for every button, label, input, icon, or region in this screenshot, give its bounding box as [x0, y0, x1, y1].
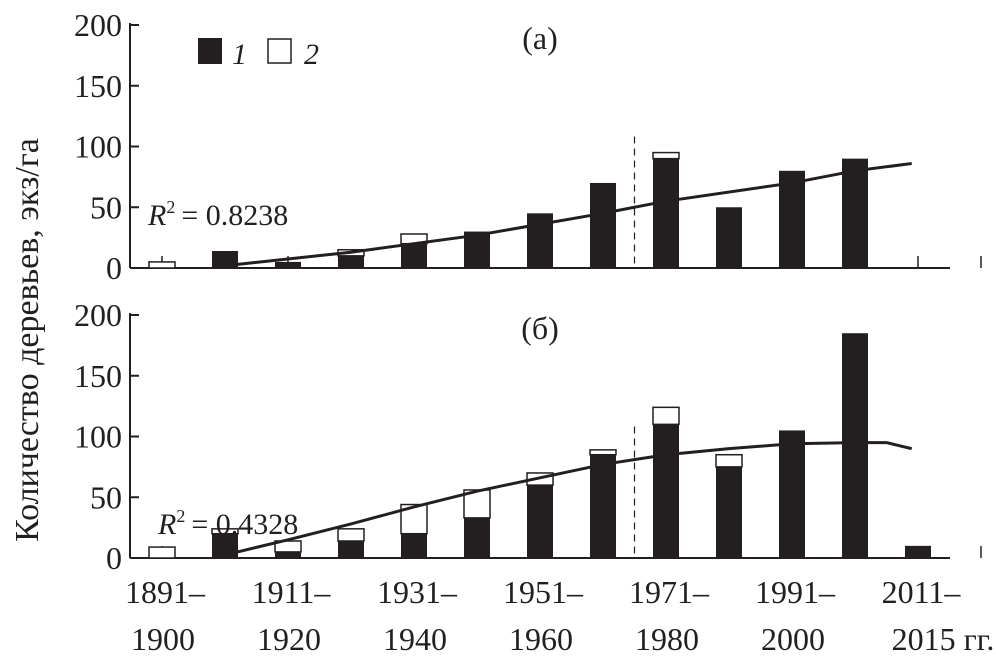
panel-label: (б)	[521, 310, 559, 346]
bar-series-1	[401, 533, 427, 558]
y-tick-label: 0	[106, 250, 122, 286]
x-tick-label-bottom: 1900	[131, 621, 195, 657]
bar-series-1	[401, 243, 427, 268]
bar-series-1	[338, 255, 364, 268]
x-tick-label-top: 1971–	[629, 574, 710, 610]
x-tick-label-top: 1931–	[377, 574, 458, 610]
bar-series-2	[148, 261, 176, 269]
legend-swatch-2	[267, 38, 292, 64]
r-squared-label: R2 = 0.4328	[157, 506, 298, 541]
bar-series-2	[715, 453, 743, 468]
legend-label-2: 2	[304, 38, 319, 71]
bar-series-1	[905, 545, 931, 558]
bar-series-2	[148, 546, 176, 559]
y-tick-label: 50	[90, 479, 122, 515]
panel-label: (а)	[522, 20, 558, 56]
bar-series-1	[212, 533, 238, 558]
y-tick-label: 200	[74, 297, 122, 333]
x-tick-label-top: 1991–	[755, 574, 836, 610]
bar-series-2	[652, 406, 680, 426]
bar-series-1	[527, 485, 553, 558]
trend-line	[237, 441, 913, 554]
bar-series-1	[212, 250, 238, 268]
x-tick-label-top: 1911–	[252, 574, 332, 610]
y-tick-label: 50	[90, 189, 122, 225]
x-tick-label-bottom: 2000	[761, 621, 825, 657]
bar-series-1	[590, 182, 616, 268]
bar-series-2	[337, 528, 365, 542]
y-tick-label: 150	[74, 358, 122, 394]
bar-series-1	[653, 158, 679, 268]
bar-series-2	[652, 151, 680, 160]
bar-series-2	[400, 503, 428, 535]
bar-series-1	[842, 333, 868, 558]
r-squared-label: R2 = 0.8238	[147, 197, 288, 232]
x-tick-label-bottom: 2015 гг.	[892, 621, 995, 657]
trend-line	[237, 162, 912, 266]
bar-series-1	[275, 551, 301, 558]
y-tick-label: 150	[74, 68, 122, 104]
y-tick-label: 200	[74, 7, 122, 43]
y-tick-label: 100	[74, 419, 122, 455]
bar-series-1	[653, 424, 679, 558]
bar-series-1	[275, 261, 301, 268]
bar-series-1	[842, 158, 868, 268]
bar-series-1	[779, 170, 805, 268]
y-tick-label: 0	[106, 540, 122, 576]
x-tick-label-bottom: 1920	[257, 621, 321, 657]
x-tick-label-top: 1951–	[503, 574, 584, 610]
bar-series-2	[589, 449, 617, 456]
bar-series-1	[716, 207, 742, 268]
bar-series-1	[590, 454, 616, 558]
bar-series-1	[464, 517, 490, 558]
legend-label-1: 1	[232, 38, 247, 71]
x-tick-label-top: 1891–	[125, 574, 206, 610]
x-tick-label-bottom: 1980	[635, 621, 699, 657]
x-tick-label-bottom: 1940	[383, 621, 447, 657]
y-axis-label: Количество деревьев, экз/га	[9, 138, 46, 542]
bar-series-1	[716, 466, 742, 558]
bar-series-1	[338, 540, 364, 558]
y-tick-label: 100	[74, 129, 122, 165]
bar-series-1	[779, 430, 805, 558]
legend-swatch-1	[198, 38, 222, 64]
x-tick-label-top: 2011–	[882, 574, 962, 610]
x-tick-label-bottom: 1960	[509, 621, 573, 657]
